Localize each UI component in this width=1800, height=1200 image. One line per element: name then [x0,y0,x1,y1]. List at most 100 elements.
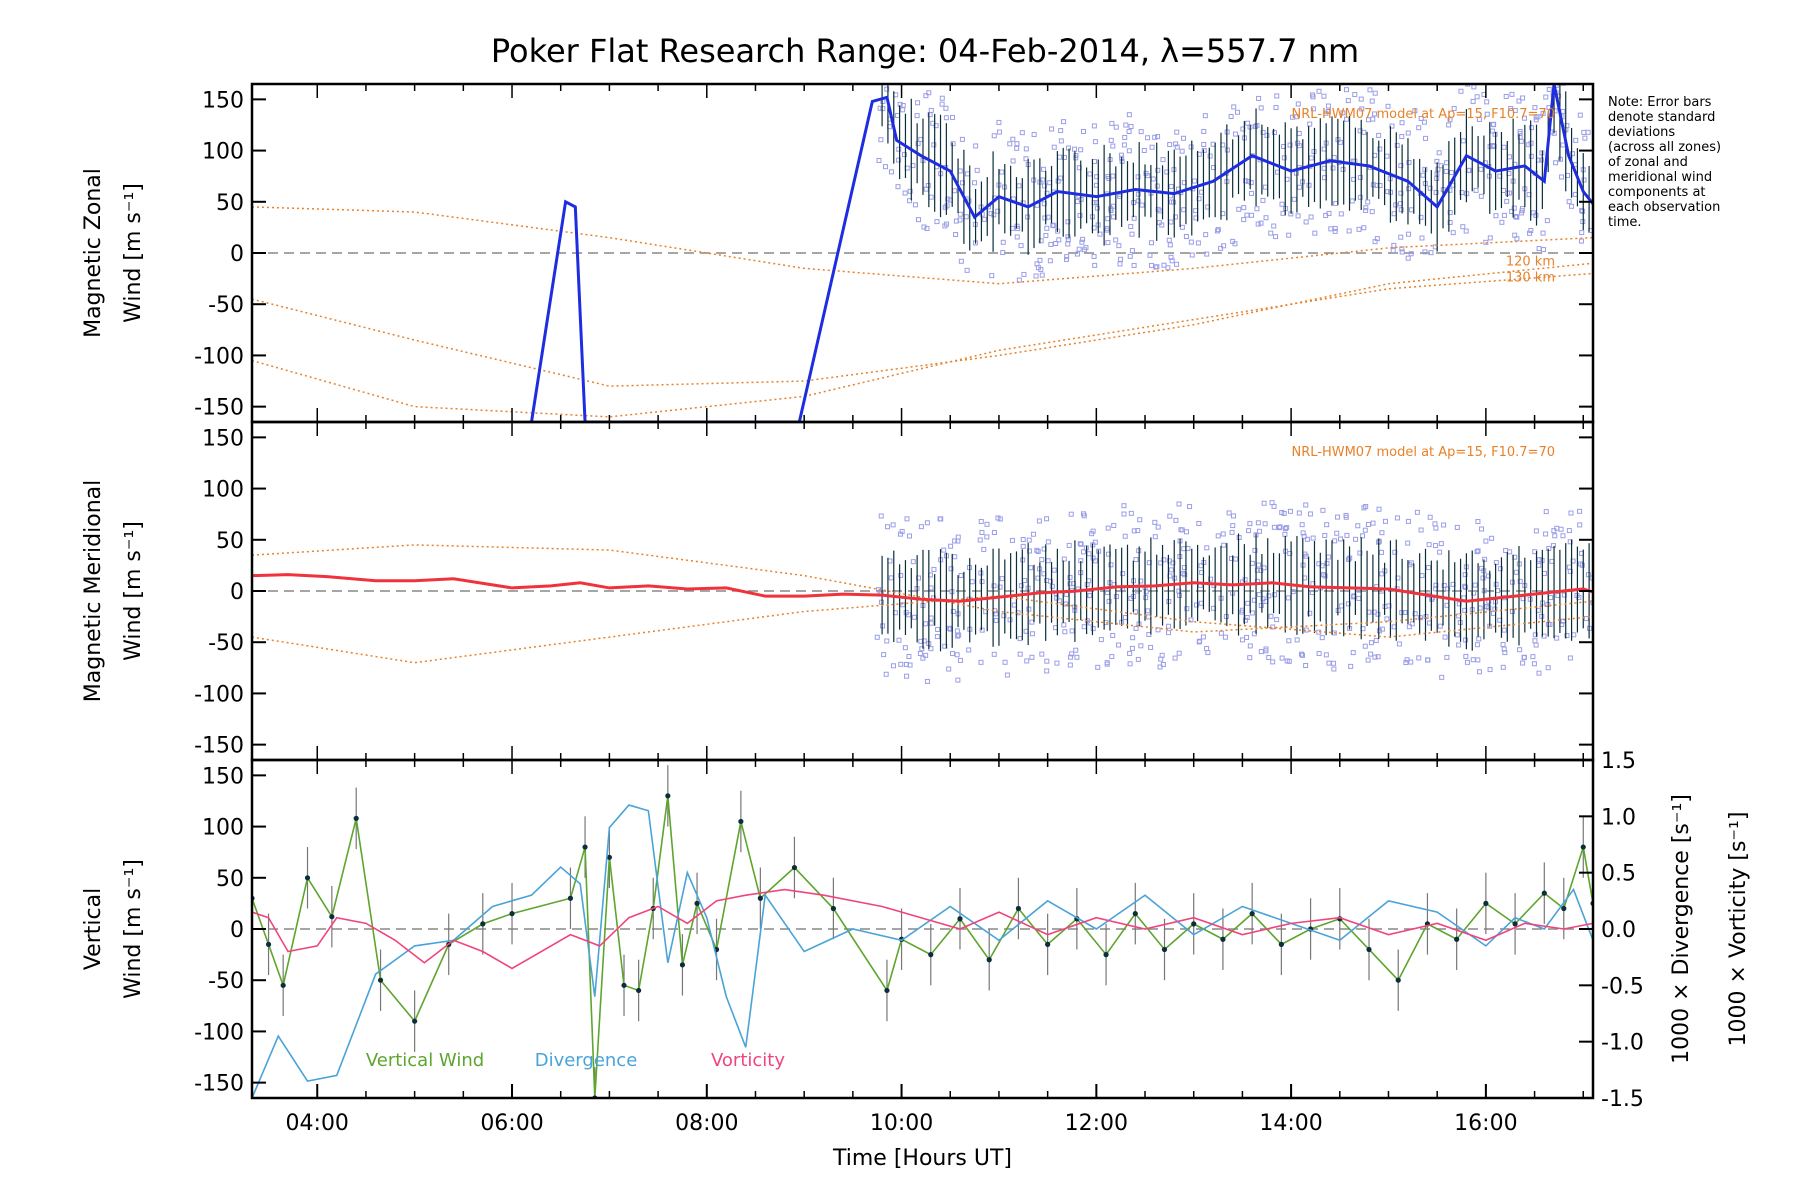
scatter-point [1201,128,1207,134]
scatter-point [1121,511,1127,517]
scatter-point [1398,234,1404,240]
scatter-point [1131,215,1137,221]
scatter-point [1365,657,1371,663]
scatter-point [1583,616,1589,622]
model-curve [252,272,1593,418]
scatter-point [1050,222,1056,228]
scatter-point [1280,210,1286,216]
scatter-point [1064,256,1070,262]
scatter-point [1532,632,1538,638]
scatter-point [1000,239,1006,245]
scatter-point [1044,578,1050,584]
scatter-point [1477,605,1483,611]
scatter-point [1189,252,1195,258]
scatter-point [1396,641,1402,647]
scatter-point [1418,527,1424,533]
scatter-point [1273,105,1279,111]
scatter-point [1201,142,1207,148]
scatter-point [1566,199,1572,205]
scatter-point [1422,166,1428,172]
scatter-point [1104,660,1110,666]
scatter-point [1470,98,1476,104]
scatter-point [1385,103,1391,109]
scatter-point [1432,521,1438,527]
scatter-point [1258,220,1264,226]
scatter-point [1128,224,1134,230]
scatter-point [1490,143,1496,149]
y2-tick-label: -0.5 [1601,974,1644,999]
series-line-divergence [252,804,1593,1098]
scatter-point [1018,583,1024,589]
scatter-point [1533,642,1539,648]
scatter-point [1080,549,1086,555]
scatter-point [1554,635,1560,641]
scatter-point [1090,626,1096,632]
data-point [480,921,486,927]
scatter-point [950,608,956,614]
scatter-point [1585,572,1591,578]
scatter-point [920,79,924,83]
scatter-point [1403,660,1409,666]
scatter-point [1110,632,1116,638]
scatter-point [1363,208,1369,214]
scatter-point [1365,199,1371,205]
scatter-point [1185,545,1191,551]
scatter-point [1371,609,1377,615]
scatter-point [1370,116,1376,122]
scatter-point [1331,666,1337,672]
scatter-point [1406,160,1412,166]
scatter-point [1198,600,1204,606]
scatter-point [974,167,980,173]
scatter-point [1014,234,1020,240]
legend-item: Vertical Wind [366,1050,484,1071]
scatter-point [1270,624,1276,630]
scatter-point [1303,662,1309,668]
scatter-point [928,620,934,626]
data-point [1249,911,1255,917]
scatter-point [1355,523,1361,529]
scatter-point [1128,510,1134,516]
scatter-point [1312,230,1318,236]
scatter-point [1426,542,1432,548]
data-point [280,982,286,988]
scatter-point [1466,168,1472,174]
scatter-point [1053,241,1059,247]
scatter-point [883,671,889,677]
scatter-point [1078,147,1084,153]
scatter-point [1328,226,1334,232]
scatter-point [1135,198,1141,204]
scatter-point [1581,177,1587,183]
scatter-point [1076,246,1082,252]
scatter-point [921,638,927,644]
scatter-point [1532,638,1538,644]
scatter-point [993,611,999,617]
scatter-point [1536,562,1542,568]
scatter-point [1214,228,1220,234]
scatter-point [1463,653,1469,659]
scatter-point [1138,643,1144,649]
scatter-point [1447,219,1453,225]
scatter-point [1551,528,1557,534]
y-tick-label: 100 [202,816,244,841]
scatter-point [1279,201,1285,207]
scatter-point [979,529,985,535]
scatter-point [1272,592,1278,598]
scatter-point [1120,571,1126,577]
scatter-point [1158,656,1164,662]
scatter-point [996,119,1002,125]
scatter-point [894,112,900,118]
scatter-point [1145,608,1151,614]
scatter-point [876,157,882,163]
scatter-point [1372,654,1378,660]
scatter-point [1483,538,1489,544]
scatter-point [1372,90,1378,96]
scatter-point [1385,189,1391,195]
scatter-point [1421,119,1427,125]
scatter-point [1439,674,1445,680]
scatter-point [1372,111,1378,117]
scatter-point [956,632,962,638]
scatter-point [1176,650,1182,656]
scatter-point [1043,233,1049,239]
scatter-point [952,538,958,544]
scatter-point [1154,264,1160,270]
